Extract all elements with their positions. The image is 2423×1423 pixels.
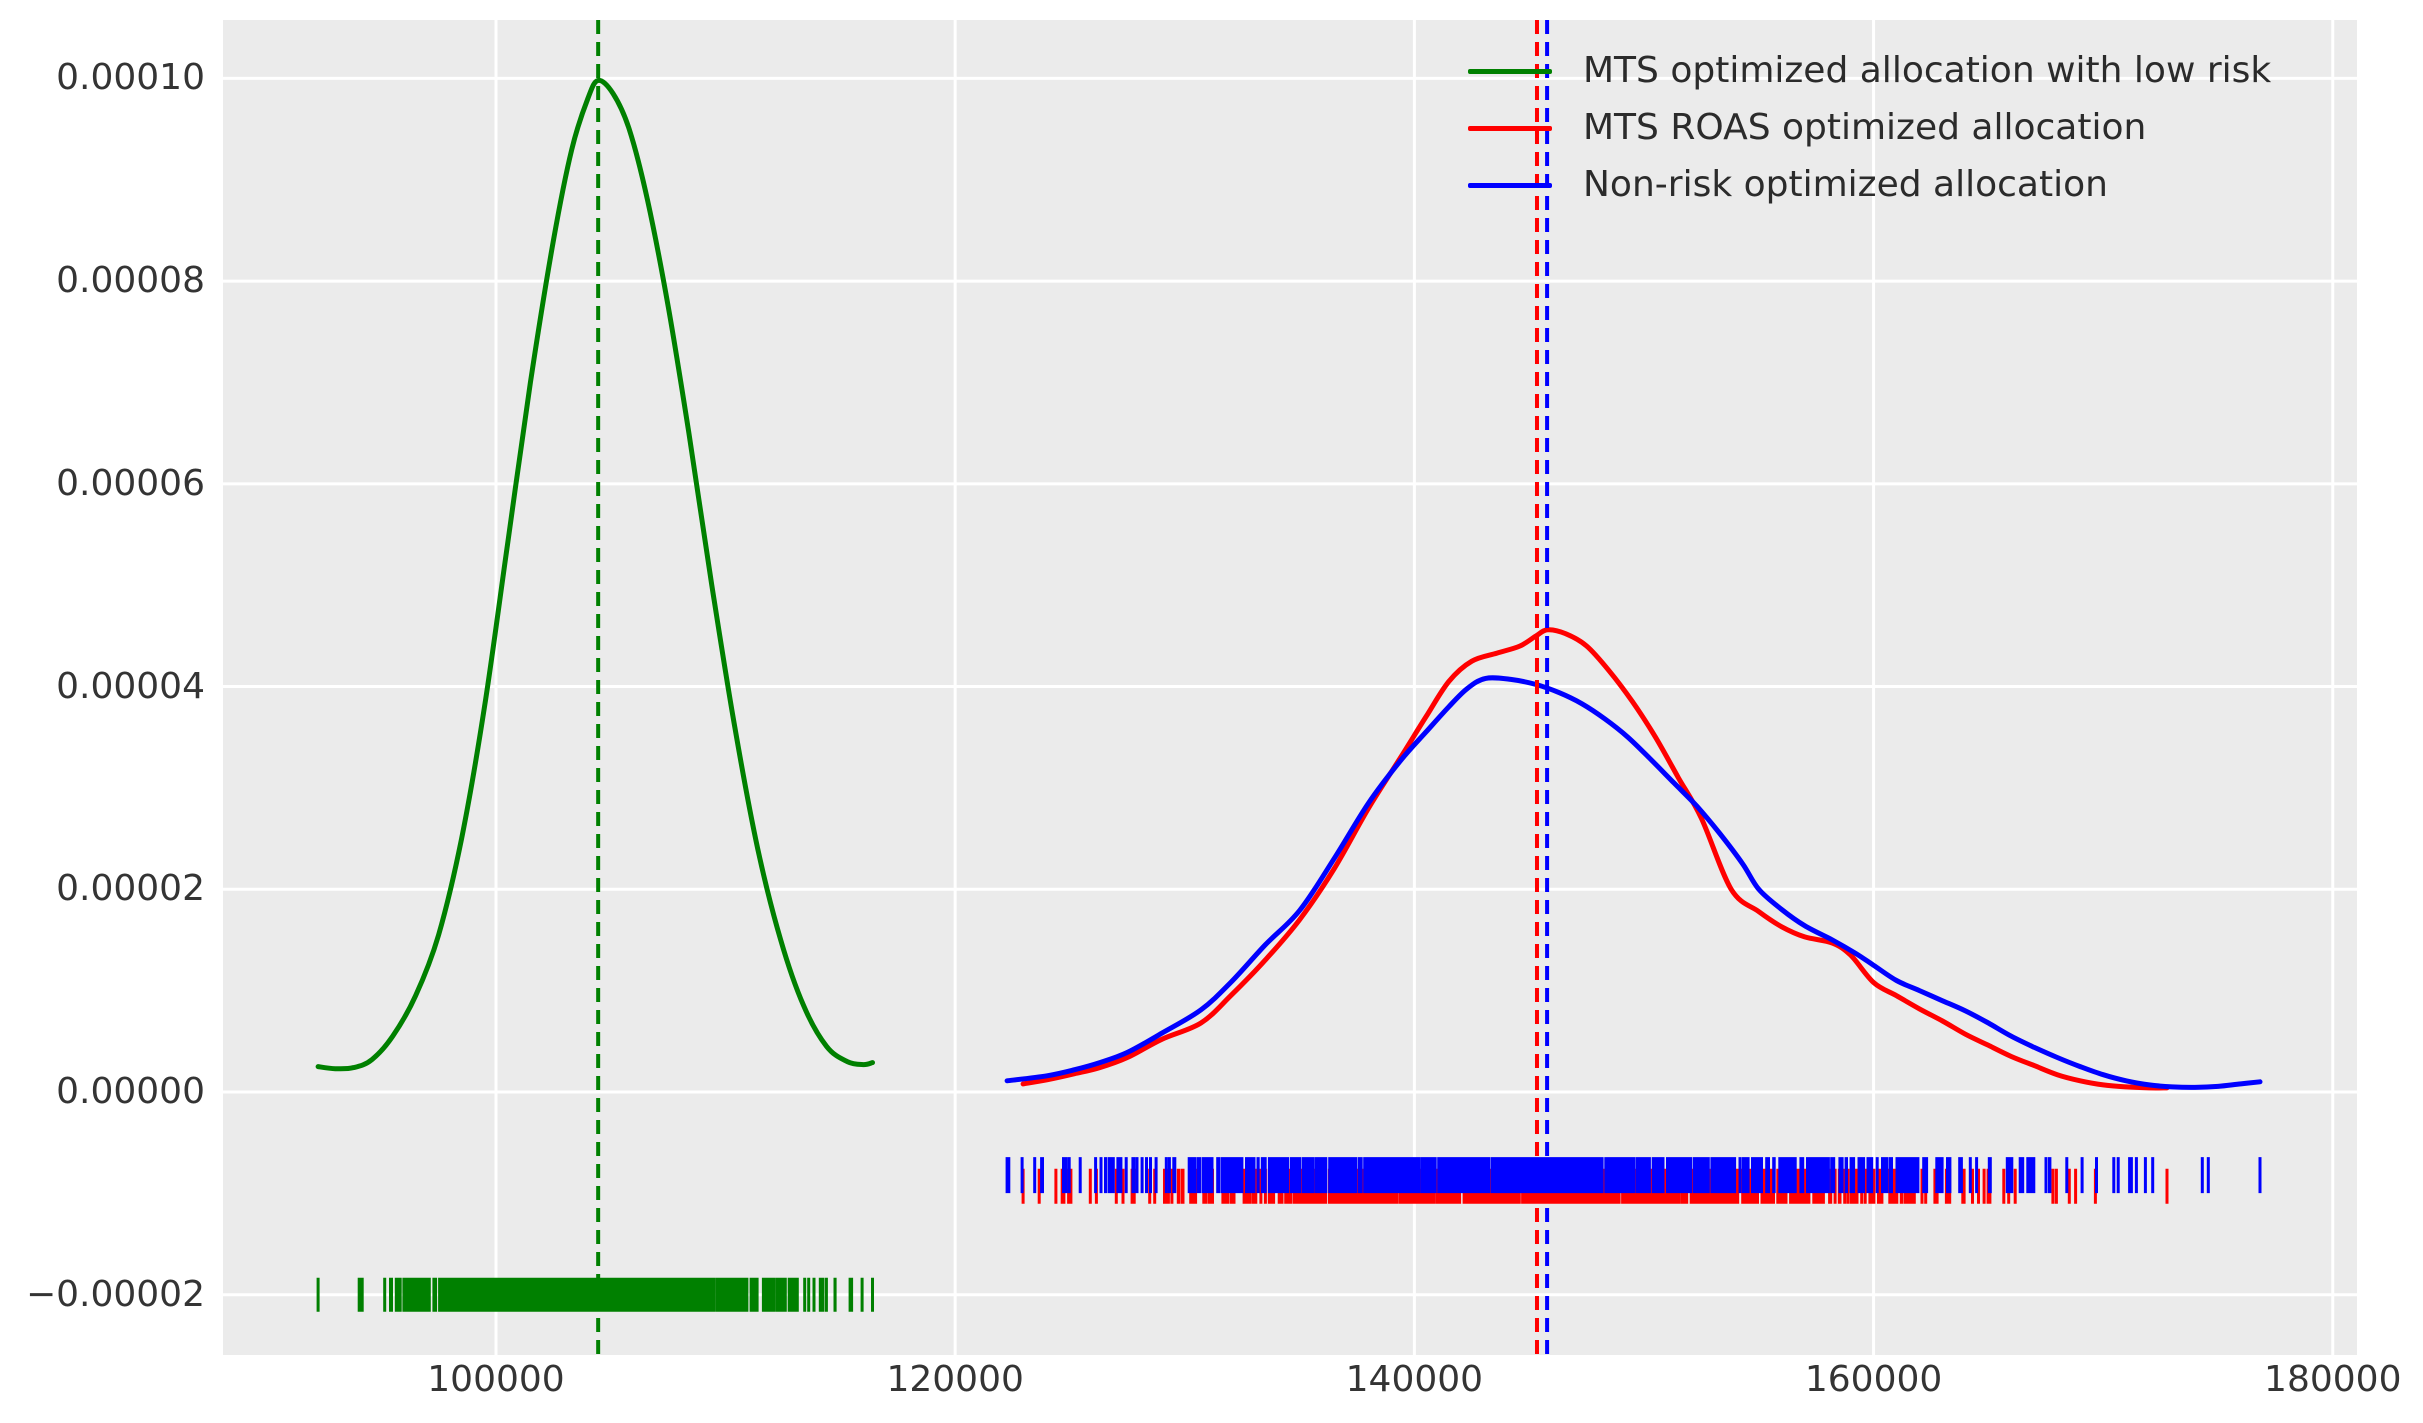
legend-line-red: [1468, 125, 1552, 131]
legend-item-non-risk: Non-risk optimized allocation: [1468, 161, 2108, 209]
rug-marks-2: [1005, 1157, 2262, 1194]
x-tick-label: 140000: [1345, 1359, 1484, 1400]
y-tick-label: 0.00006: [56, 462, 205, 504]
legend-item-mts-low-risk: MTS optimized allocation with low risk: [1468, 47, 2271, 95]
x-tick-label: 100000: [427, 1359, 565, 1400]
y-tick-label: 0.00000: [56, 1070, 205, 1112]
x-tick-label: 180000: [2264, 1359, 2402, 1400]
legend-label: MTS optimized allocation with low risk: [1583, 50, 2272, 91]
y-tick-label: 0.00008: [56, 260, 205, 302]
x-tick-label: 160000: [1804, 1359, 1943, 1400]
y-tick-label: 0.00010: [56, 57, 205, 99]
kde-curve-2: [1004, 675, 2263, 1090]
y-tick-label: 0.00004: [56, 665, 205, 707]
legend-line-green: [1468, 68, 1552, 74]
kde-curve-1: [1020, 627, 2170, 1091]
legend-line-blue: [1468, 182, 1552, 188]
legend-label: MTS ROAS optimized allocation: [1583, 107, 2147, 148]
legend-item-mts-roas: MTS ROAS optimized allocation: [1468, 104, 2146, 152]
kde-curve-0: [315, 77, 875, 1072]
y-tick-label: −0.00002: [25, 1273, 205, 1315]
rug-marks-0: [316, 1277, 874, 1312]
legend-label: Non-risk optimized allocation: [1583, 164, 2108, 205]
y-tick-label: 0.00002: [56, 868, 205, 910]
x-tick-label: 120000: [886, 1359, 1024, 1400]
